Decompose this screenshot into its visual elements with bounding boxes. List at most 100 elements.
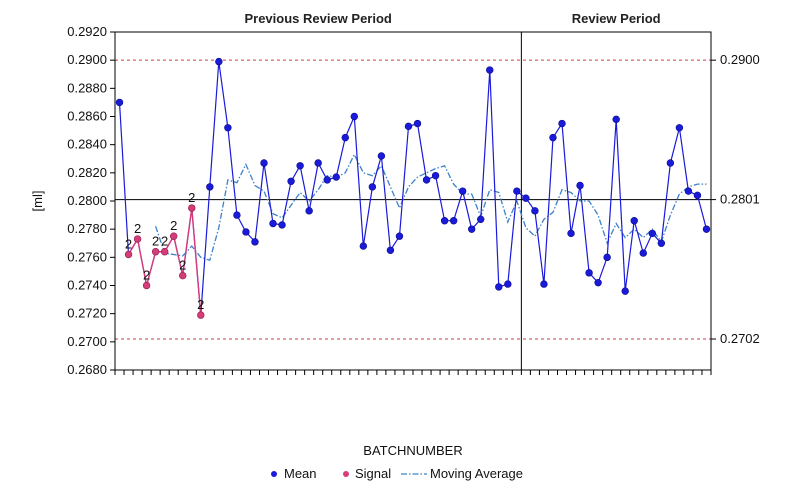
- mean-point: [323, 176, 331, 184]
- y-tick-label: 0.2860: [67, 109, 107, 124]
- mean-point: [630, 217, 638, 225]
- mean-point: [332, 173, 340, 181]
- mean-point: [305, 207, 313, 215]
- mean-point: [449, 217, 458, 225]
- mean-point: [603, 253, 611, 262]
- signal-point: [142, 281, 151, 290]
- period-label-previous: Previous Review Period: [244, 11, 391, 26]
- mean-point: [657, 239, 666, 247]
- mean-point: [296, 162, 304, 170]
- mean-point: [666, 159, 675, 167]
- mean-point: [350, 112, 359, 121]
- mean-point: [251, 238, 259, 246]
- signal-point: [160, 248, 169, 256]
- right-axis-label: 0.2900: [720, 52, 760, 67]
- y-tick-label: 0.2760: [67, 249, 107, 264]
- mean-point: [395, 232, 404, 240]
- signal-point: [179, 271, 187, 280]
- mean-point: [486, 66, 494, 74]
- y-axis-title: [ml]: [30, 191, 45, 212]
- mean-point: [675, 124, 684, 132]
- period-label-review: Review Period: [572, 11, 661, 26]
- mean-point: [594, 278, 602, 287]
- mean-point: [504, 280, 512, 288]
- signal-label: 2: [152, 234, 159, 249]
- mean-point: [242, 228, 250, 236]
- legend-mean-label: Mean: [284, 466, 317, 481]
- mean-point: [612, 115, 620, 124]
- mean-point: [467, 225, 476, 233]
- signal-point: [197, 311, 205, 319]
- signal-label: 2: [143, 268, 150, 283]
- mean-point: [260, 159, 268, 167]
- mean-point: [621, 287, 629, 295]
- legend-mean-marker: [271, 471, 277, 477]
- legend-signal-marker: [343, 471, 349, 477]
- signal-segment: [191, 207, 202, 316]
- y-tick-label: 0.2900: [67, 52, 107, 67]
- mean-point: [558, 119, 566, 128]
- mean-point: [567, 229, 575, 238]
- mean-point: [314, 159, 322, 167]
- mean-point: [458, 187, 467, 195]
- mean-point: [359, 242, 368, 250]
- y-tick-label: 0.2700: [67, 334, 107, 349]
- mean-point: [702, 225, 711, 233]
- y-tick-label: 0.2740: [67, 278, 107, 293]
- signal-label: 2: [170, 218, 177, 233]
- mean-point: [413, 119, 422, 128]
- moving-average-layer: [154, 153, 707, 262]
- mean-point: [693, 191, 702, 200]
- mean-point: [495, 283, 503, 291]
- y-tick-label: 0.2840: [67, 137, 107, 152]
- plot-border: [114, 31, 712, 371]
- mean-point: [287, 177, 295, 185]
- signal-label: 2: [125, 237, 132, 252]
- mean-point: [269, 219, 277, 228]
- signal-label: 2: [188, 190, 195, 205]
- signal-label: 2: [134, 221, 141, 236]
- moving-average-line: [154, 153, 707, 262]
- mean-point: [522, 194, 530, 202]
- mean-point: [215, 57, 223, 66]
- y-tick-label: 0.2720: [67, 306, 107, 321]
- mean-point: [648, 229, 657, 238]
- plot-frame: [114, 31, 712, 371]
- signal-point: [151, 248, 160, 256]
- mean-point: [377, 152, 386, 160]
- mean-point: [341, 133, 349, 142]
- mean-point: [585, 269, 593, 277]
- mean-point: [576, 181, 584, 190]
- y-tick-label: 0.2820: [67, 165, 107, 180]
- mean-point: [540, 280, 548, 288]
- legend: Mean Signal Moving Average: [271, 466, 523, 481]
- signal-label: 2: [179, 258, 186, 273]
- signal-label: 2: [161, 234, 168, 249]
- mean-point: [404, 122, 413, 131]
- mean-point: [549, 133, 557, 142]
- mean-point: [639, 249, 647, 257]
- mean-point: [477, 215, 485, 224]
- mean-point: [278, 221, 286, 229]
- mean-point: [224, 124, 232, 132]
- mean-point: [422, 176, 431, 184]
- signal-label: 2: [197, 297, 204, 312]
- limit-lines-layer: [115, 59, 711, 340]
- mean-point: [684, 187, 693, 195]
- signal-segment: [145, 251, 157, 286]
- mean-series-layer: [115, 57, 711, 319]
- x-axis-title: BATCHNUMBER: [363, 443, 462, 458]
- mean-point: [206, 183, 214, 191]
- y-tick-label: 0.2800: [67, 193, 107, 208]
- labels-layer: Previous Review Period Review Period [ml] B…: [30, 11, 661, 458]
- signal-segment: [173, 236, 184, 276]
- mean-line: [118, 61, 708, 316]
- signal-point: [188, 204, 196, 212]
- signal-point: [133, 235, 142, 243]
- axis-ticks-layer: 0.2920 0.2900 0.2880 0.2860 0.2840 0.2820 0.28…: [67, 24, 760, 377]
- mean-point: [386, 246, 395, 254]
- legend-signal-label: Signal: [355, 466, 391, 481]
- signal-point: [169, 232, 178, 240]
- signal-segment: [136, 238, 148, 286]
